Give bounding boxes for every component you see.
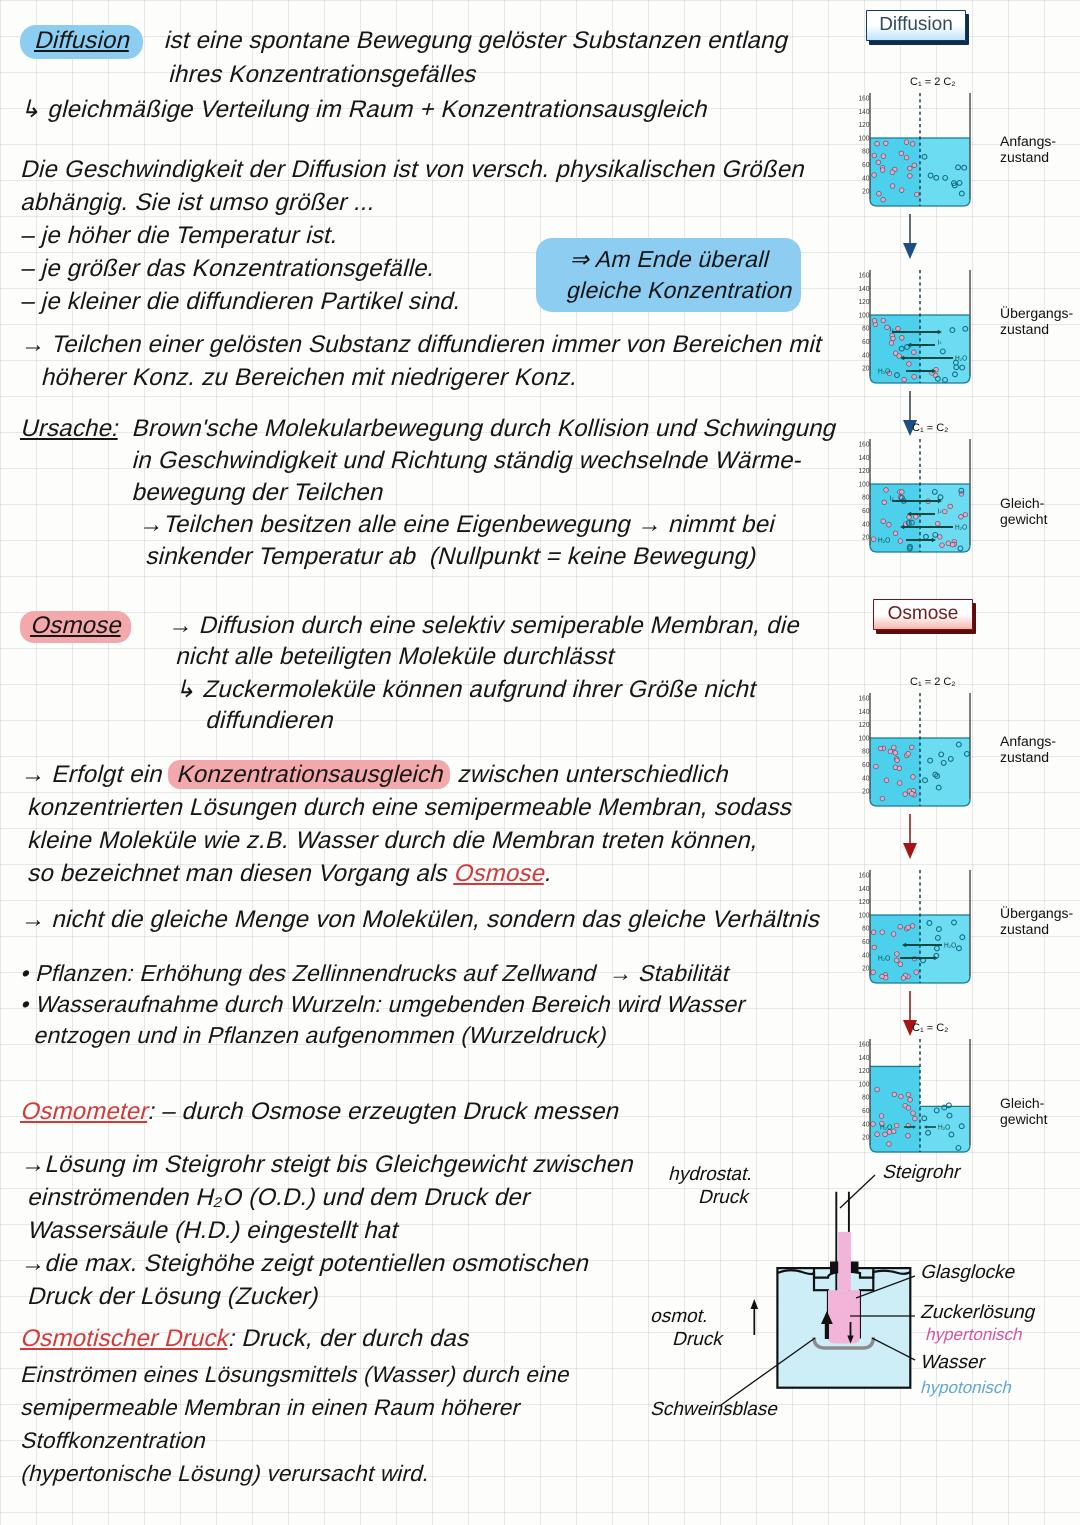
svg-text:60: 60 <box>862 939 870 946</box>
svg-text:100: 100 <box>858 735 869 742</box>
svg-text:20: 20 <box>862 966 870 973</box>
svg-text:H₂O: H₂O <box>938 1124 950 1131</box>
svg-text:80: 80 <box>862 749 870 756</box>
svg-text:j₂: j₂ <box>937 339 942 346</box>
svg-text:120: 120 <box>858 1068 869 1075</box>
svg-text:hypertonisch: hypertonisch <box>925 1325 1023 1344</box>
svg-text:100: 100 <box>858 912 869 919</box>
svg-text:60: 60 <box>862 162 870 169</box>
svg-text:Druck: Druck <box>698 1187 750 1208</box>
svg-text:hydrostat.: hydrostat. <box>668 1164 751 1185</box>
svg-text:H₂O: H₂O <box>955 524 967 531</box>
svg-text:H₂O: H₂O <box>944 942 956 949</box>
svg-text:Steigrohr: Steigrohr <box>882 1162 962 1183</box>
svg-text:20: 20 <box>862 366 870 373</box>
svg-text:40: 40 <box>862 352 870 359</box>
svg-text:100: 100 <box>858 135 869 142</box>
svg-text:Wasser: Wasser <box>920 1352 986 1373</box>
svg-text:60: 60 <box>862 508 870 515</box>
svg-text:140: 140 <box>858 109 869 116</box>
svg-text:160: 160 <box>858 873 869 880</box>
svg-text:H₂O: H₂O <box>878 955 890 962</box>
svg-text:40: 40 <box>862 952 870 959</box>
svg-text:hypotonisch: hypotonisch <box>920 1378 1012 1397</box>
svg-text:160: 160 <box>858 442 869 449</box>
svg-text:120: 120 <box>858 899 869 906</box>
svg-text:100: 100 <box>858 312 869 319</box>
svg-text:20: 20 <box>862 535 870 542</box>
svg-text:20: 20 <box>862 1135 870 1142</box>
svg-text:20: 20 <box>862 789 870 796</box>
svg-text:H₂O: H₂O <box>878 537 890 544</box>
svg-text:60: 60 <box>862 1108 870 1115</box>
svg-text:20: 20 <box>862 189 870 196</box>
svg-text:100: 100 <box>858 481 869 488</box>
svg-text:40: 40 <box>862 1121 870 1128</box>
svg-text:40: 40 <box>862 175 870 182</box>
svg-text:osmot.: osmot. <box>650 1306 707 1327</box>
svg-text:Zuckerlösung: Zuckerlösung <box>920 1302 1035 1323</box>
svg-text:H₂O: H₂O <box>878 368 890 375</box>
svg-text:j₂: j₂ <box>889 495 894 502</box>
svg-text:120: 120 <box>858 722 869 729</box>
svg-text:80: 80 <box>862 149 870 156</box>
svg-text:160: 160 <box>858 696 869 703</box>
svg-text:140: 140 <box>858 1055 869 1062</box>
svg-text:140: 140 <box>858 709 869 716</box>
svg-text:j₂: j₂ <box>889 326 894 333</box>
svg-text:Druck: Druck <box>672 1329 724 1350</box>
svg-text:160: 160 <box>858 1042 869 1049</box>
svg-text:80: 80 <box>862 1095 870 1102</box>
svg-text:120: 120 <box>858 468 869 475</box>
svg-text:Schweinsblase: Schweinsblase <box>650 1399 779 1420</box>
svg-text:40: 40 <box>862 521 870 528</box>
svg-text:160: 160 <box>858 273 869 280</box>
svg-text:80: 80 <box>862 926 870 933</box>
svg-text:140: 140 <box>858 886 869 893</box>
svg-text:40: 40 <box>862 775 870 782</box>
svg-text:H₂O: H₂O <box>880 1124 892 1131</box>
svg-text:120: 120 <box>858 299 869 306</box>
svg-text:120: 120 <box>858 122 869 129</box>
svg-text:j₂: j₂ <box>937 508 942 515</box>
svg-text:Glasglocke: Glasglocke <box>920 1262 1016 1283</box>
svg-text:80: 80 <box>862 326 870 333</box>
svg-text:100: 100 <box>858 1081 869 1088</box>
svg-text:H₂O: H₂O <box>955 355 967 362</box>
svg-text:60: 60 <box>862 762 870 769</box>
svg-text:140: 140 <box>858 455 869 462</box>
svg-text:80: 80 <box>862 495 870 502</box>
svg-text:160: 160 <box>858 96 869 103</box>
svg-text:60: 60 <box>862 339 870 346</box>
svg-text:140: 140 <box>858 286 869 293</box>
